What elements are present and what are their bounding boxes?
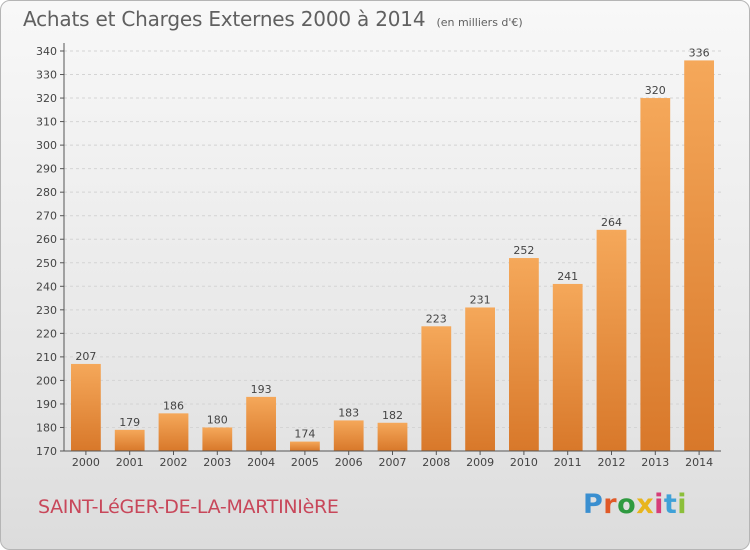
logo-letter: t	[663, 489, 678, 520]
title-row: Achats et Charges Externes 2000 à 2014 (…	[23, 7, 523, 31]
bar	[465, 307, 495, 451]
x-tick-label: 2014	[685, 456, 713, 469]
x-tick-label: 2008	[422, 456, 450, 469]
bar	[246, 396, 276, 451]
bar	[333, 420, 364, 451]
y-tick-label: 280	[36, 186, 57, 199]
bar	[377, 422, 408, 451]
data-label: 183	[338, 406, 359, 419]
y-tick-label: 190	[36, 398, 57, 411]
chart-title: Achats et Charges Externes 2000 à 2014	[23, 7, 426, 31]
data-label: 336	[689, 46, 710, 59]
proxiti-logo: Proxiti	[583, 489, 687, 520]
y-tick-label: 330	[36, 69, 57, 82]
commune-name: SAINT-LéGER-DE-LA-MARTINIèRE	[38, 496, 339, 518]
x-tick-label: 2001	[116, 456, 144, 469]
y-tick-label: 170	[36, 445, 57, 458]
y-tick-label: 250	[36, 257, 57, 270]
y-tick-label: 310	[36, 116, 57, 129]
data-label: 207	[75, 350, 96, 363]
bar	[596, 229, 627, 451]
bar	[421, 326, 452, 451]
logo-letter: o	[617, 489, 637, 520]
x-tick-label: 2011	[554, 456, 582, 469]
bar	[114, 429, 145, 451]
data-label: 223	[426, 312, 447, 325]
axes	[60, 43, 721, 455]
x-tick-label: 2000	[72, 456, 100, 469]
logo-letter: i	[677, 489, 688, 520]
data-label: 231	[470, 293, 491, 306]
y-tick-label: 340	[36, 45, 57, 58]
bar	[71, 363, 101, 451]
y-tick-label: 210	[36, 351, 57, 364]
y-tick-label: 180	[36, 421, 57, 434]
logo-letter: i	[654, 489, 664, 520]
y-tick-label: 270	[36, 210, 57, 223]
x-tick-label: 2010	[510, 456, 538, 469]
x-tick-label: 2002	[160, 456, 188, 469]
bar	[290, 441, 320, 451]
data-label: 320	[645, 84, 666, 97]
logo-letter: x	[636, 489, 655, 520]
chart-subtitle: (en milliers d'€)	[436, 16, 523, 29]
bar	[202, 427, 233, 451]
x-tick-label: 2005	[291, 456, 319, 469]
bar	[509, 258, 539, 451]
y-tick-label: 290	[36, 163, 57, 176]
bars	[71, 60, 714, 451]
x-tick-label: 2013	[641, 456, 669, 469]
bar	[640, 98, 671, 451]
data-label: 193	[251, 383, 272, 396]
y-tick-label: 240	[36, 280, 57, 293]
x-tick-label: 2012	[598, 456, 626, 469]
data-label: 252	[513, 244, 534, 257]
y-tick-label: 300	[36, 139, 57, 152]
bar	[684, 60, 714, 451]
labels: 170 180 190 200 210 220 230 240 250 260 270 280 290 3…	[36, 45, 713, 469]
x-tick-label: 2007	[379, 456, 407, 469]
y-tick-label: 200	[36, 374, 57, 387]
y-tick-label: 260	[36, 233, 57, 246]
logo-letter: P	[583, 489, 604, 520]
x-tick-label: 2009	[466, 456, 494, 469]
data-label: 182	[382, 409, 403, 422]
data-label: 186	[163, 399, 184, 412]
data-label: 179	[119, 416, 140, 429]
bar	[158, 413, 189, 451]
data-label: 174	[294, 428, 315, 441]
y-tick-label: 230	[36, 304, 57, 317]
logo-letter: r	[603, 489, 618, 520]
data-label: 264	[601, 216, 622, 229]
data-label: 241	[557, 270, 578, 283]
bar	[552, 283, 583, 451]
x-tick-label: 2004	[247, 456, 275, 469]
y-tick-label: 320	[36, 92, 57, 105]
x-tick-label: 2006	[335, 456, 363, 469]
data-label: 180	[207, 413, 228, 426]
x-tick-label: 2003	[203, 456, 231, 469]
y-tick-label: 220	[36, 327, 57, 340]
